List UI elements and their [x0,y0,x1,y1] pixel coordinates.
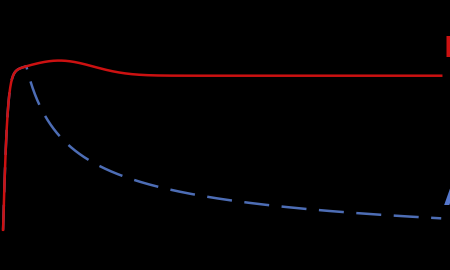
Text: B: B [443,35,450,63]
Text: A: A [443,183,450,211]
